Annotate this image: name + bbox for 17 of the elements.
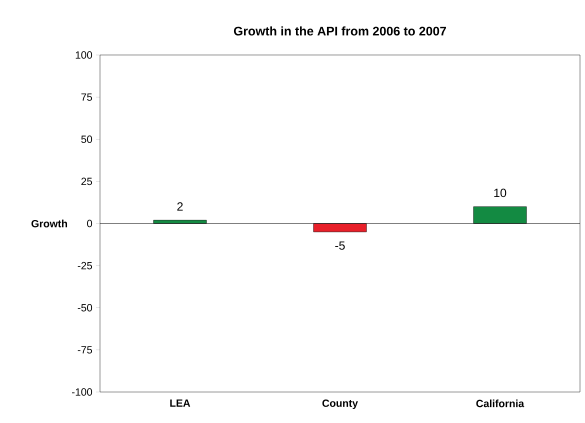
y-tick-label: 0 [87,220,92,228]
y-tick-label: 75 [81,93,92,101]
y-tick-label: -75 [78,346,92,354]
data-label: 2 [177,202,183,211]
x-tick-label: California [476,400,524,408]
y-tick-label: -100 [72,388,92,396]
y-tick-label: 100 [76,51,92,59]
x-tick-label: LEA [170,400,190,407]
data-label: 10 [494,188,506,198]
y-tick-label: -50 [78,304,92,312]
data-label: -5 [335,241,345,250]
y-tick-label: 25 [81,178,92,186]
x-tick-label: County [322,400,358,409]
y-axis-title: Growth [31,220,68,228]
chart-title: Growth in the API from 2006 to 2007 [234,26,446,36]
y-tick-label: 50 [81,136,92,143]
y-tick-label: -25 [78,262,92,270]
